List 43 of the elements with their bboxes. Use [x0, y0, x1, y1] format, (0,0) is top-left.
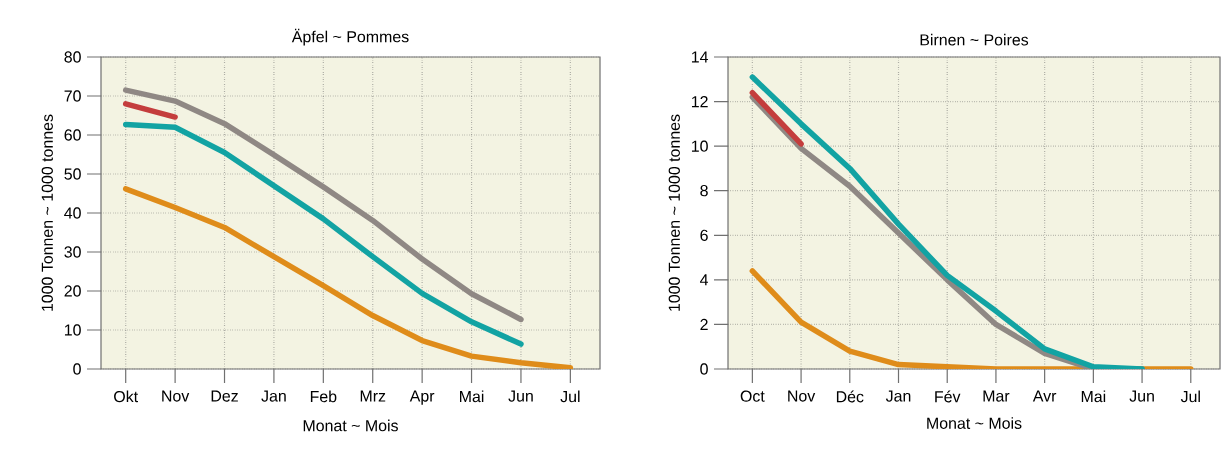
y-tick-label: 80: [64, 51, 81, 63]
x-axis-title: Monat ~ Mois: [927, 417, 1022, 429]
y-tick-label: 20: [64, 285, 81, 297]
x-tick-label: Jul: [1180, 390, 1200, 403]
y-tick-label: 10: [691, 140, 708, 152]
x-tick-label: Okt: [114, 390, 138, 403]
y-tick-label: 8: [700, 185, 708, 197]
x-axis-title: Monat ~ Mois: [303, 419, 398, 432]
y-axis-title: 1000 Tonnen ~ 1000 tonnes: [668, 114, 680, 311]
x-tick-label: Apr: [409, 390, 435, 405]
y-tick-label: 10: [64, 324, 81, 336]
y-tick-label: 6: [700, 229, 708, 241]
chart-title: Äpfel ~ Pommes: [291, 28, 409, 46]
chart-title: Birnen ~ Poires: [920, 33, 1029, 46]
x-tick-label: Jul: [560, 390, 580, 403]
y-tick-label: 0: [700, 363, 708, 375]
y-tick-label: 30: [64, 246, 81, 258]
y-tick-label: 50: [64, 168, 81, 180]
x-tick-label: Avr: [1032, 390, 1057, 402]
y-tick-label: 40: [64, 207, 81, 219]
y-tick-label: 14: [691, 51, 709, 63]
x-tick-label: Nov: [162, 390, 190, 402]
x-tick-label: Oct: [740, 390, 765, 402]
x-tick-label: Jun: [508, 390, 533, 402]
y-tick-label: 70: [64, 90, 81, 102]
x-tick-label: Nov: [788, 390, 816, 402]
x-tick-label: Déc: [836, 390, 864, 403]
x-tick-label: Jun: [1129, 390, 1154, 402]
x-tick-label: Mai: [1081, 390, 1106, 403]
y-tick-label: 12: [691, 96, 708, 108]
x-tick-label: Mai: [460, 390, 484, 403]
x-tick-label: Jan: [261, 390, 286, 402]
y-tick-label: 4: [699, 274, 709, 286]
x-tick-label: Feb: [310, 390, 337, 403]
x-tick-label: Mar: [983, 390, 1010, 402]
x-tick-label: Jan: [885, 390, 911, 402]
y-tick-label: 0: [73, 363, 81, 375]
x-tick-label: Fév: [935, 390, 961, 403]
y-tick-label: 2: [700, 318, 708, 330]
y-tick-label: 60: [64, 129, 81, 141]
y-axis-title: 1000 Tonnen ~ 1000 tonnes: [41, 114, 53, 311]
x-tick-label: Dez: [211, 390, 238, 402]
x-tick-label: Mrz: [360, 390, 386, 402]
